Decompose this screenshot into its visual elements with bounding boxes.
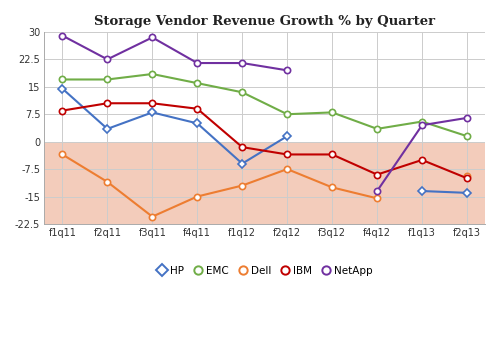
Legend: HP, EMC, Dell, IBM, NetApp: HP, EMC, Dell, IBM, NetApp (152, 262, 377, 280)
Title: Storage Vendor Revenue Growth % by Quarter: Storage Vendor Revenue Growth % by Quart… (94, 15, 436, 28)
Bar (44, 142, 485, 224)
